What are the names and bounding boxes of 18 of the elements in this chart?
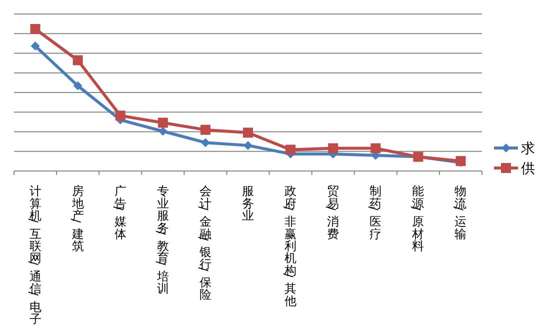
point bbox=[115, 110, 126, 121]
legend-label: 求 bbox=[521, 141, 535, 157]
point bbox=[286, 144, 296, 155]
point bbox=[158, 118, 168, 128]
point bbox=[73, 81, 82, 90]
x-label: 计算机/互联网/通信/电子 bbox=[26, 184, 42, 326]
point bbox=[328, 143, 338, 154]
point bbox=[158, 126, 168, 136]
point bbox=[72, 55, 83, 66]
point bbox=[200, 138, 210, 148]
point bbox=[200, 124, 210, 135]
x-label: 服务业 bbox=[242, 184, 254, 223]
legend-label: 供 bbox=[521, 161, 535, 177]
point bbox=[370, 143, 381, 154]
point bbox=[30, 24, 40, 34]
point bbox=[243, 128, 253, 138]
point bbox=[244, 140, 252, 150]
point bbox=[30, 42, 40, 51]
